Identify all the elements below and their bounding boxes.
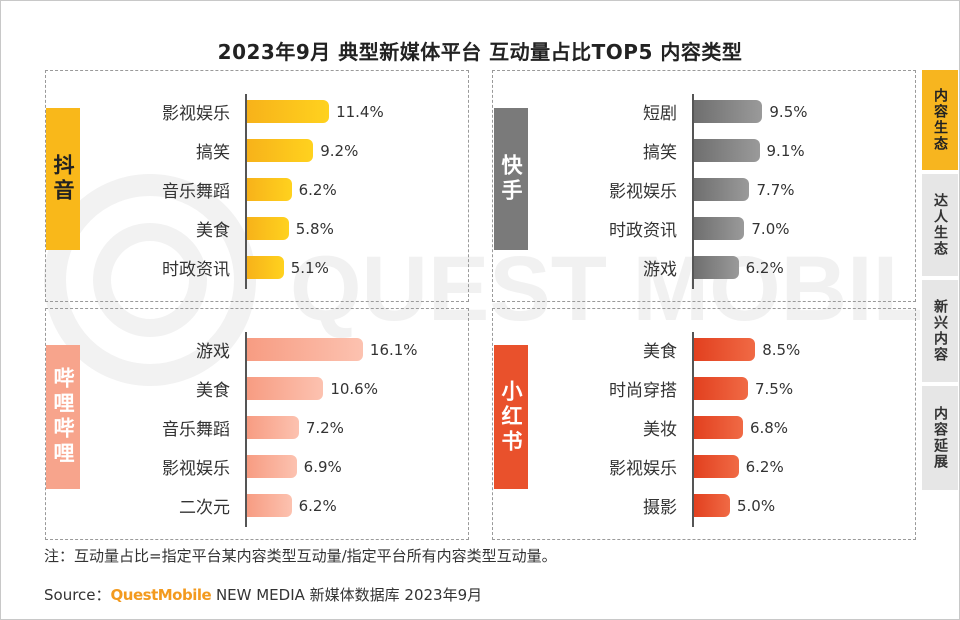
category-label: 时尚穿搭: [609, 381, 677, 401]
data-label: 7.5%: [755, 380, 794, 398]
category-label: 时政资讯: [162, 260, 230, 280]
category-label: 游戏: [643, 260, 677, 280]
panel-xiaohongshu: [492, 308, 916, 540]
source-line: Source：QuestMobile NEW MEDIA 新媒体数据库 2023…: [44, 584, 482, 605]
data-label: 5.0%: [737, 497, 776, 515]
category-label: 美食: [643, 342, 677, 362]
bar-douyin: [247, 178, 292, 201]
bar-bilibili: [247, 338, 363, 361]
category-label: 摄影: [643, 498, 677, 518]
bar-bilibili: [247, 455, 297, 478]
axis-line-kuaishou: [692, 94, 694, 289]
bar-xiaohongshu: [694, 416, 743, 439]
platform-label-douyin: 抖音: [46, 108, 80, 250]
panel-douyin: [45, 70, 469, 302]
panel-bilibili: [45, 308, 469, 540]
category-label: 影视娱乐: [609, 182, 677, 202]
data-label: 10.6%: [330, 380, 378, 398]
category-label: 影视娱乐: [162, 459, 230, 479]
bar-kuaishou: [694, 139, 760, 162]
category-label: 音乐舞蹈: [162, 420, 230, 440]
category-label: 美食: [196, 221, 230, 241]
category-label: 时政资讯: [609, 221, 677, 241]
chart-title: 2023年9月 典型新媒体平台 互动量占比TOP5 内容类型: [217, 40, 743, 64]
nav-tab-emerging-content[interactable]: 新兴内容: [922, 280, 958, 382]
bar-xiaohongshu: [694, 377, 748, 400]
bar-douyin: [247, 139, 314, 162]
data-label: 5.8%: [295, 220, 334, 238]
bar-douyin: [247, 100, 330, 123]
category-label: 游戏: [196, 342, 230, 362]
bar-xiaohongshu: [694, 455, 739, 478]
data-label: 6.2%: [745, 458, 784, 476]
source-suffix: NEW MEDIA 新媒体数据库 2023年9月: [211, 586, 483, 604]
category-label: 二次元: [179, 498, 230, 518]
axis-line-bilibili: [245, 332, 247, 527]
data-label: 6.2%: [298, 181, 337, 199]
category-label: 音乐舞蹈: [162, 182, 230, 202]
data-label: 11.4%: [336, 103, 384, 121]
bar-kuaishou: [694, 100, 763, 123]
data-label: 7.7%: [756, 181, 795, 199]
bar-xiaohongshu: [694, 338, 756, 361]
data-label: 6.8%: [749, 419, 789, 437]
bar-bilibili: [247, 377, 324, 400]
nav-tab-content-ecology[interactable]: 内容生态: [922, 70, 958, 170]
nav-tab-influencer-ecology[interactable]: 达人生态: [922, 174, 958, 276]
category-label: 影视娱乐: [162, 104, 230, 124]
data-label: 7.0%: [751, 220, 790, 238]
axis-line-xiaohongshu: [692, 332, 694, 527]
footnote: 注：互动量占比=指定平台某内容类型互动量/指定平台所有内容类型互动量。: [44, 547, 557, 565]
axis-line-douyin: [245, 94, 247, 289]
bar-bilibili: [247, 416, 299, 439]
category-label: 影视娱乐: [609, 459, 677, 479]
data-label: 6.9%: [303, 458, 342, 476]
data-label: 9.2%: [320, 142, 359, 160]
bar-douyin: [247, 217, 289, 240]
bar-bilibili: [247, 494, 292, 517]
category-label: 搞笑: [196, 143, 230, 163]
bar-kuaishou: [694, 217, 745, 240]
data-label: 6.2%: [298, 497, 337, 515]
category-label: 短剧: [643, 104, 677, 124]
bar-douyin: [247, 256, 284, 279]
data-label: 7.2%: [305, 419, 344, 437]
panel-kuaishou: [492, 70, 916, 302]
category-label: 美食: [196, 381, 230, 401]
category-label: 美妆: [643, 420, 677, 440]
brand-questmobile: QuestMobile: [110, 586, 212, 604]
category-label: 搞笑: [643, 143, 677, 163]
platform-label-xiaohongshu: 小红书: [494, 345, 528, 489]
bar-kuaishou: [694, 178, 750, 201]
data-label: 9.1%: [766, 142, 805, 160]
data-label: 8.5%: [762, 341, 801, 359]
nav-tab-content-extension[interactable]: 内容延展: [922, 386, 958, 490]
data-label: 5.1%: [290, 259, 329, 277]
source-prefix: Source：: [44, 586, 111, 604]
bar-kuaishou: [694, 256, 739, 279]
platform-label-bilibili: 哔哩哔哩: [46, 345, 80, 489]
data-label: 9.5%: [769, 103, 808, 121]
bar-xiaohongshu: [694, 494, 730, 517]
data-label: 16.1%: [369, 341, 418, 359]
data-label: 6.2%: [745, 259, 784, 277]
platform-label-kuaishou: 快手: [494, 108, 528, 250]
